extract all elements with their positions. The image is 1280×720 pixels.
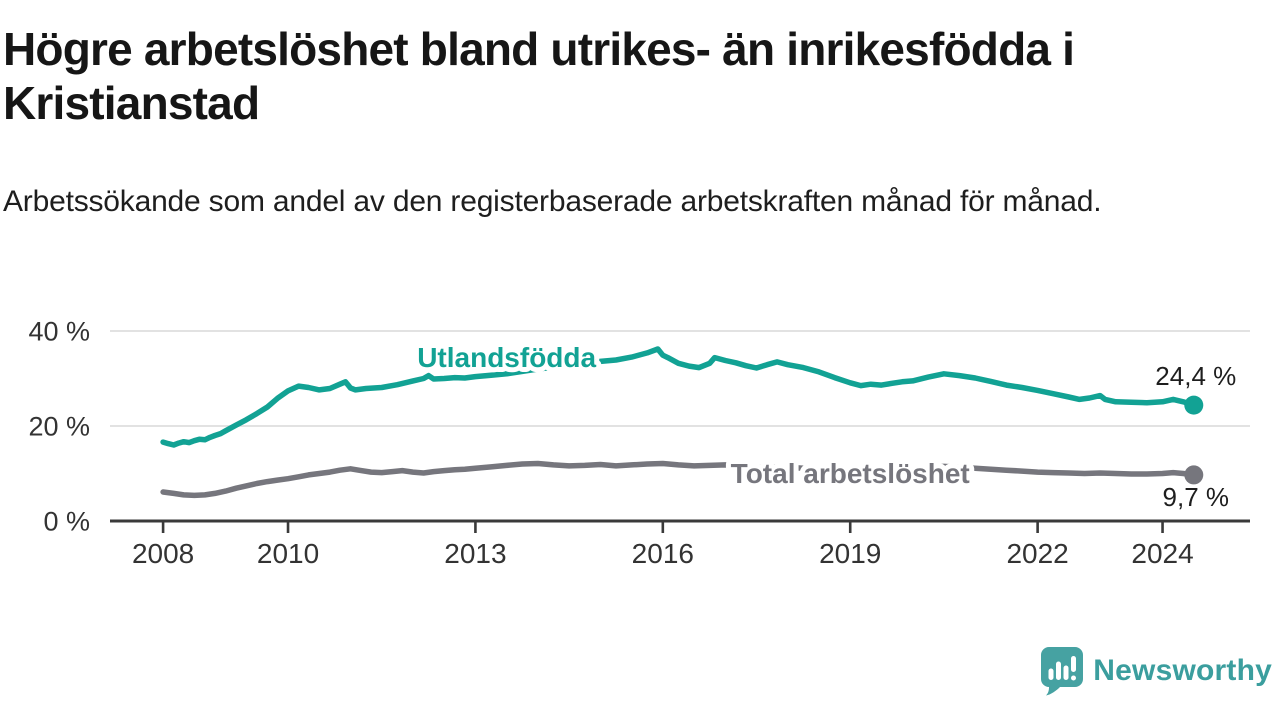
series-end-dot-utlandsfodda [1184, 395, 1204, 415]
series-end-dot-total-arbetsloshet [1184, 465, 1204, 485]
y-tick-label-40: 40 % [28, 317, 90, 347]
x-tick-label-2013: 2013 [444, 538, 506, 569]
chart-header: Högre arbetslöshet bland utrikes- än inr… [3, 22, 1243, 223]
x-tick-label-2024: 2024 [1131, 538, 1193, 569]
series-end-value-utlandsfodda: 24,4 % [1155, 361, 1236, 391]
series-line-utlandsfodda [160, 346, 1197, 448]
newsworthy-logo-icon [1041, 647, 1084, 696]
series-label-total-arbetsloshet: Total arbetslöshet [731, 458, 970, 489]
brand-name: Newsworthy [1093, 654, 1272, 687]
newsworthy-brand: Newsworthy [1039, 646, 1272, 696]
x-tick-label-2022: 2022 [1006, 538, 1068, 569]
x-tick-label-2010: 2010 [257, 538, 319, 569]
x-tick-label-2016: 2016 [632, 538, 694, 569]
y-tick-label-0: 0 % [43, 507, 90, 537]
x-tick-label-2019: 2019 [819, 538, 881, 569]
x-tick-label-2008: 2008 [132, 538, 194, 569]
series-label-utlandsfodda: Utlandsfödda [417, 342, 596, 373]
page-title: Högre arbetslöshet bland utrikes- än inr… [3, 23, 1075, 130]
y-tick-label-20: 20 % [28, 412, 90, 442]
series-end-value-total-arbetsloshet: 9,7 % [1163, 482, 1230, 512]
chart-subtitle: Arbetssökande som andel av den registerb… [3, 184, 1102, 218]
series-line-total-arbetsloshet [160, 460, 1197, 499]
